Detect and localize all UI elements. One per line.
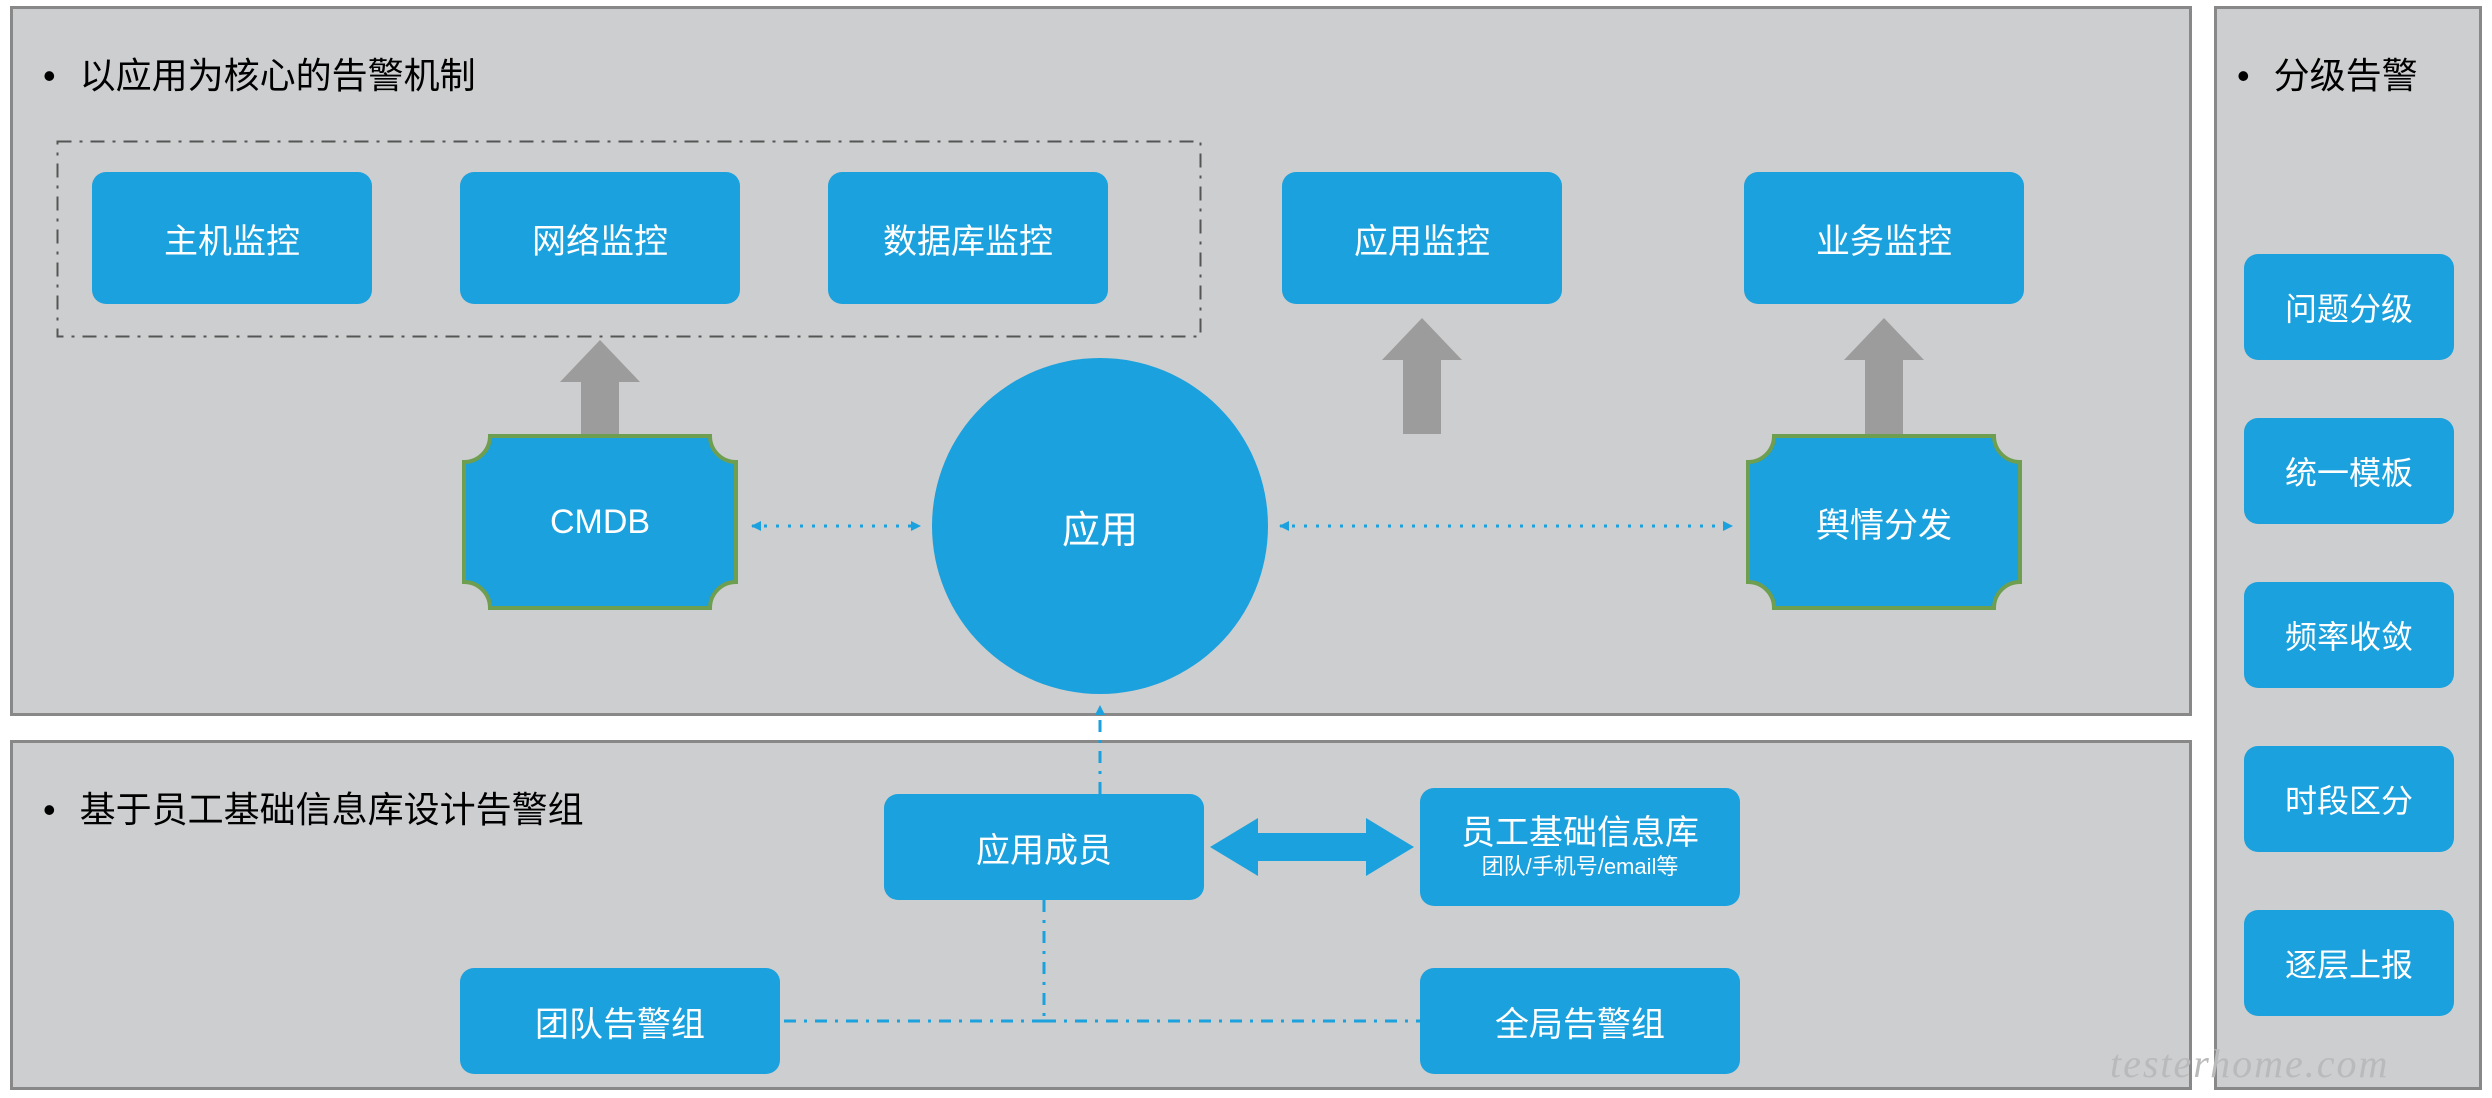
node-global-group: 全局告警组 <box>1420 968 1740 1074</box>
panel-top-title: 以应用为核心的告警机制 <box>43 47 476 99</box>
node-cmdb: CMDB <box>460 432 740 612</box>
node-sentiment-label: 舆情分发 <box>1816 498 1952 547</box>
node-app-circle: 应用 <box>932 358 1268 694</box>
node-cmdb-label: CMDB <box>550 503 650 542</box>
node-app-monitor: 应用监控 <box>1282 172 1562 304</box>
panel-bottom-title: 基于员工基础信息库设计告警组 <box>43 781 584 833</box>
node-app-circle-label: 应用 <box>1062 499 1138 554</box>
right-item-4: 逐层上报 <box>2244 910 2454 1016</box>
right-item-2: 频率收敛 <box>2244 582 2454 688</box>
node-emp-db-label: 员工基础信息库 <box>1461 813 1699 854</box>
panel-bottom: 基于员工基础信息库设计告警组 <box>10 740 2192 1090</box>
right-item-0: 问题分级 <box>2244 254 2454 360</box>
node-net-monitor: 网络监控 <box>460 172 740 304</box>
right-item-1: 统一模板 <box>2244 418 2454 524</box>
node-host-monitor: 主机监控 <box>92 172 372 304</box>
right-item-3: 时段区分 <box>2244 746 2454 852</box>
panel-right-title: 分级告警 <box>2237 47 2418 99</box>
watermark: testerhome.com <box>2110 1040 2389 1087</box>
node-team-group: 团队告警组 <box>460 968 780 1074</box>
node-emp-db: 员工基础信息库 团队/手机号/email等 <box>1420 788 1740 906</box>
node-emp-db-sublabel: 团队/手机号/email等 <box>1482 854 1679 880</box>
diagram-stage: 以应用为核心的告警机制 基于员工基础信息库设计告警组 分级告警 <box>0 0 2492 1098</box>
node-sentiment: 舆情分发 <box>1744 432 2024 612</box>
node-biz-monitor: 业务监控 <box>1744 172 2024 304</box>
node-db-monitor: 数据库监控 <box>828 172 1108 304</box>
node-app-member: 应用成员 <box>884 794 1204 900</box>
